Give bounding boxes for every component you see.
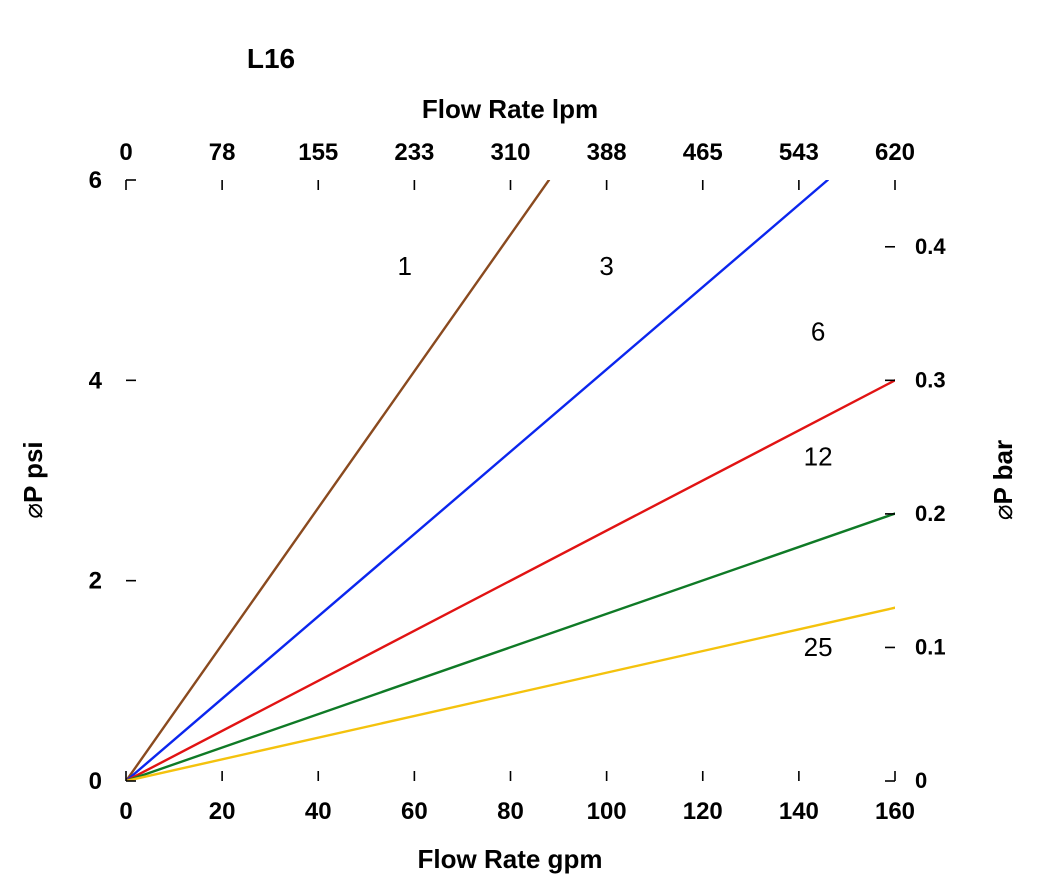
x-top-tick-label: 465 bbox=[683, 139, 723, 166]
y-right-tick-label: 0 bbox=[915, 768, 927, 793]
x-bottom-tick-label: 0 bbox=[119, 798, 132, 825]
x-bottom-tick-label: 80 bbox=[497, 798, 524, 825]
x-bottom-axis-title: Flow Rate gpm bbox=[418, 844, 603, 874]
x-bottom-tick-label: 160 bbox=[875, 798, 915, 825]
series-label-3: 3 bbox=[599, 251, 613, 281]
y-left-tick-label: 6 bbox=[89, 167, 102, 194]
y-left-tick-label: 0 bbox=[89, 768, 102, 795]
x-top-tick-label: 78 bbox=[209, 139, 236, 166]
chart-svg: L161361225020406080100120140160Flow Rate… bbox=[0, 0, 1050, 892]
svg-text:⌀P bar: ⌀P bar bbox=[988, 440, 1018, 520]
x-bottom-tick-label: 40 bbox=[305, 798, 332, 825]
y-right-tick-label: 0.2 bbox=[915, 501, 946, 526]
y-left-tick-label: 2 bbox=[89, 568, 102, 595]
x-top-tick-label: 155 bbox=[298, 139, 338, 166]
x-top-tick-label: 620 bbox=[875, 139, 915, 166]
y-right-tick-label: 0.3 bbox=[915, 367, 946, 392]
chart-background bbox=[0, 0, 1050, 892]
y-right-axis-title: ⌀P bar bbox=[988, 440, 1018, 520]
y-right-tick-label: 0.1 bbox=[915, 634, 946, 659]
chart-title: L16 bbox=[247, 43, 295, 74]
svg-text:⌀P psi: ⌀P psi bbox=[18, 441, 48, 518]
x-bottom-tick-label: 120 bbox=[683, 798, 723, 825]
y-right-tick-label: 0.4 bbox=[915, 234, 946, 259]
y-left-axis-title: ⌀P psi bbox=[18, 441, 48, 518]
x-top-tick-label: 543 bbox=[779, 139, 819, 166]
x-top-tick-label: 233 bbox=[394, 139, 434, 166]
x-bottom-tick-label: 20 bbox=[209, 798, 236, 825]
x-bottom-tick-label: 100 bbox=[587, 798, 627, 825]
x-top-axis-title: Flow Rate lpm bbox=[422, 94, 598, 124]
chart-stage: L161361225020406080100120140160Flow Rate… bbox=[0, 0, 1050, 892]
x-bottom-tick-label: 60 bbox=[401, 798, 428, 825]
x-top-tick-label: 310 bbox=[490, 139, 530, 166]
series-label-12: 12 bbox=[804, 441, 833, 471]
y-left-tick-label: 4 bbox=[89, 367, 103, 394]
series-label-6: 6 bbox=[811, 316, 825, 346]
x-top-tick-label: 388 bbox=[587, 139, 627, 166]
x-bottom-tick-label: 140 bbox=[779, 798, 819, 825]
x-top-tick-label: 0 bbox=[119, 139, 132, 166]
series-label-1: 1 bbox=[398, 251, 412, 281]
series-label-25: 25 bbox=[804, 632, 833, 662]
